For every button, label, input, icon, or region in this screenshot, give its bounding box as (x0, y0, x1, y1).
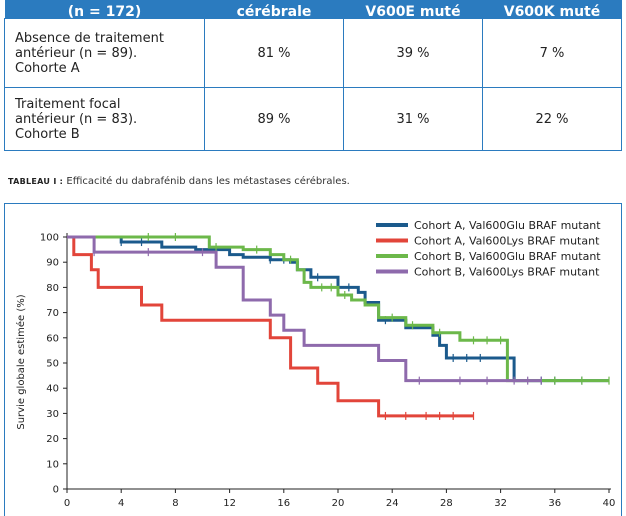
series-line-3 (67, 235, 609, 383)
legend-entry: Cohort B, Val600Lys BRAF mutant (414, 266, 600, 279)
row-label-cell: Traitement focal antérieur (n = 83). Coh… (4, 87, 205, 151)
x-tick-label: 8 (172, 498, 178, 509)
table-cell: 7 % (482, 18, 622, 88)
chart-axes: 0 10 20 30 40 50 60 70 80 90 100 0 4 8 12 16 20 24 28 32 36 4… (40, 233, 615, 510)
series-line-4 (67, 235, 542, 383)
y-tick-label: 100 (40, 233, 59, 244)
x-tick-label: 32 (494, 498, 507, 509)
table-header-cell: (n = 172) (4, 0, 205, 19)
x-tick-label: 36 (548, 498, 561, 509)
x-tick-label: 16 (277, 498, 290, 509)
chart-curves (67, 233, 610, 420)
survival-chart-frame (4, 203, 622, 516)
y-tick-label: 10 (46, 459, 59, 470)
table-cell: 39 % (343, 18, 483, 88)
legend-entry: Cohort B, Val600Glu BRAF mutant (414, 250, 601, 263)
legend-entry: Cohort A, Val600Lys BRAF mutant (414, 235, 600, 248)
y-tick-label: 40 (46, 384, 59, 395)
table-header-row: (n = 172) cérébrale V600E muté V600K mut… (4, 0, 622, 19)
x-tick-label: 40 (603, 498, 616, 509)
table-caption: TABLEAU I : Efficacité du dabrafénib dan… (8, 176, 350, 187)
chart-legend: Cohort A, Val600Glu BRAF mutant Cohort A,… (376, 219, 601, 279)
row-label-line: Cohorte B (15, 126, 80, 142)
efficacy-table-region: (n = 172) cérébrale V600E muté V600K mut… (4, 0, 622, 151)
y-tick-label: 70 (46, 308, 59, 319)
row-label-line: Absence de traitement (15, 30, 164, 46)
table-cell: 81 % (204, 18, 344, 88)
row-label-line: antérieur (n = 83). (15, 111, 138, 127)
table-cell: 22 % (482, 87, 622, 151)
table-header-cell: V600E muté (343, 0, 483, 19)
table-row: Traitement focal antérieur (n = 83). Coh… (4, 87, 622, 151)
x-tick-label: 20 (332, 498, 345, 509)
x-tick-label: 0 (64, 498, 70, 509)
caption-label: TABLEAU I : (8, 177, 64, 186)
y-axis-label: Survie globale estimée (%) (15, 294, 27, 429)
series-line-1 (67, 235, 609, 383)
x-tick-label: 4 (118, 498, 124, 509)
row-label-line: antérieur (n = 89). (15, 45, 138, 61)
table-header-cell: V600K muté (482, 0, 622, 19)
y-tick-label: 60 (46, 333, 59, 344)
row-label-line: Cohorte A (15, 60, 80, 76)
table-cell: 31 % (343, 87, 483, 151)
efficacy-table: (n = 172) cérébrale V600E muté V600K mut… (4, 0, 622, 151)
x-tick-label: 24 (386, 498, 399, 509)
y-tick-label: 90 (46, 258, 59, 269)
x-tick-label: 12 (223, 498, 236, 509)
y-tick-label: 50 (46, 359, 59, 370)
x-tick-label: 28 (440, 498, 453, 509)
y-tick-label: 0 (53, 485, 59, 496)
caption-text: Efficacité du dabrafénib dans les métast… (66, 176, 350, 187)
y-tick-label: 30 (46, 409, 59, 420)
legend-entry: Cohort A, Val600Glu BRAF mutant (414, 219, 601, 232)
y-tick-label: 20 (46, 434, 59, 445)
table-header-cell: cérébrale (204, 0, 344, 19)
row-label-line: Traitement focal (15, 96, 121, 112)
table-row: Absence de traitement antérieur (n = 89)… (4, 18, 622, 88)
y-tick-label: 80 (46, 283, 59, 294)
series-line-2 (67, 235, 474, 418)
